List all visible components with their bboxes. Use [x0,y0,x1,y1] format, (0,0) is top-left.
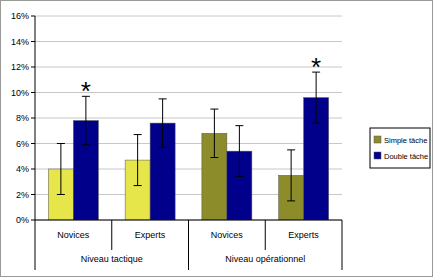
error-cap [210,109,218,110]
group-separator [342,250,343,270]
category-label: Experts [288,230,319,240]
error-stem [291,150,292,201]
error-stem [60,144,61,195]
y-tick-label: 2% [16,190,29,200]
error-cap [134,134,142,135]
y-tick [31,194,35,195]
y-axis [35,16,36,220]
error-bar [159,99,167,147]
error-stem [214,109,215,157]
grid-line [35,16,342,17]
grid-line [35,67,342,68]
y-tick-label: 16% [11,11,29,21]
category-label: Novices [211,230,244,240]
group-label: Niveau opérationnel [225,254,305,264]
error-stem [137,135,138,186]
error-bar [210,109,218,157]
y-tick [31,143,35,144]
grid-line [35,41,342,42]
category-separator [111,220,112,250]
significance-mark: * [311,52,321,82]
legend: Simple tâche Double tâche [370,128,430,168]
category-label: Novices [57,230,90,240]
chart-frame [1,1,433,277]
group-label: Niveau tactique [81,254,143,264]
error-bar [134,135,142,186]
error-cap [134,185,142,186]
legend-label: Simple tâche [384,136,427,145]
y-tick [31,67,35,68]
group-separator [35,250,36,270]
error-cap [57,143,65,144]
y-tick-label: 14% [11,37,29,47]
error-cap [235,125,243,126]
error-bar [235,126,243,177]
error-cap [210,157,218,158]
category-separator [342,220,343,250]
error-cap [287,200,295,201]
group-separator [188,250,189,270]
category-separator [188,220,189,250]
error-cap [287,149,295,150]
category-label: Experts [135,230,166,240]
legend-label: Double tâche [384,152,428,161]
y-tick-label: 4% [16,164,29,174]
category-separator [35,220,36,250]
error-cap [312,123,320,124]
y-tick-label: 0% [16,215,29,225]
y-tick [31,118,35,119]
y-tick [31,220,35,221]
error-cap [159,147,167,148]
bars [48,72,328,220]
y-tick [31,41,35,42]
legend-swatch [374,152,381,159]
y-tick-label: 6% [16,139,29,149]
significance-mark: * [81,76,91,106]
y-tick-label: 8% [16,113,29,123]
legend-frame [370,128,430,168]
error-cap [235,176,243,177]
y-tick [31,16,35,17]
error-cap [57,194,65,195]
error-cap [82,144,90,145]
error-stem [239,126,240,177]
chart: 0% 2% 4% 6% 8% 10% 12% 14% 16% * * Novices Experts No… [0,0,433,277]
legend-swatch [374,136,381,143]
category-separator [265,220,266,250]
error-cap [159,98,167,99]
y-tick-label: 12% [11,62,29,72]
y-tick [31,169,35,170]
y-tick-label: 10% [11,88,29,98]
y-tick [31,92,35,93]
error-bar [57,144,65,195]
grid-line [35,118,342,119]
error-bar [287,150,295,201]
error-stem [162,99,163,147]
